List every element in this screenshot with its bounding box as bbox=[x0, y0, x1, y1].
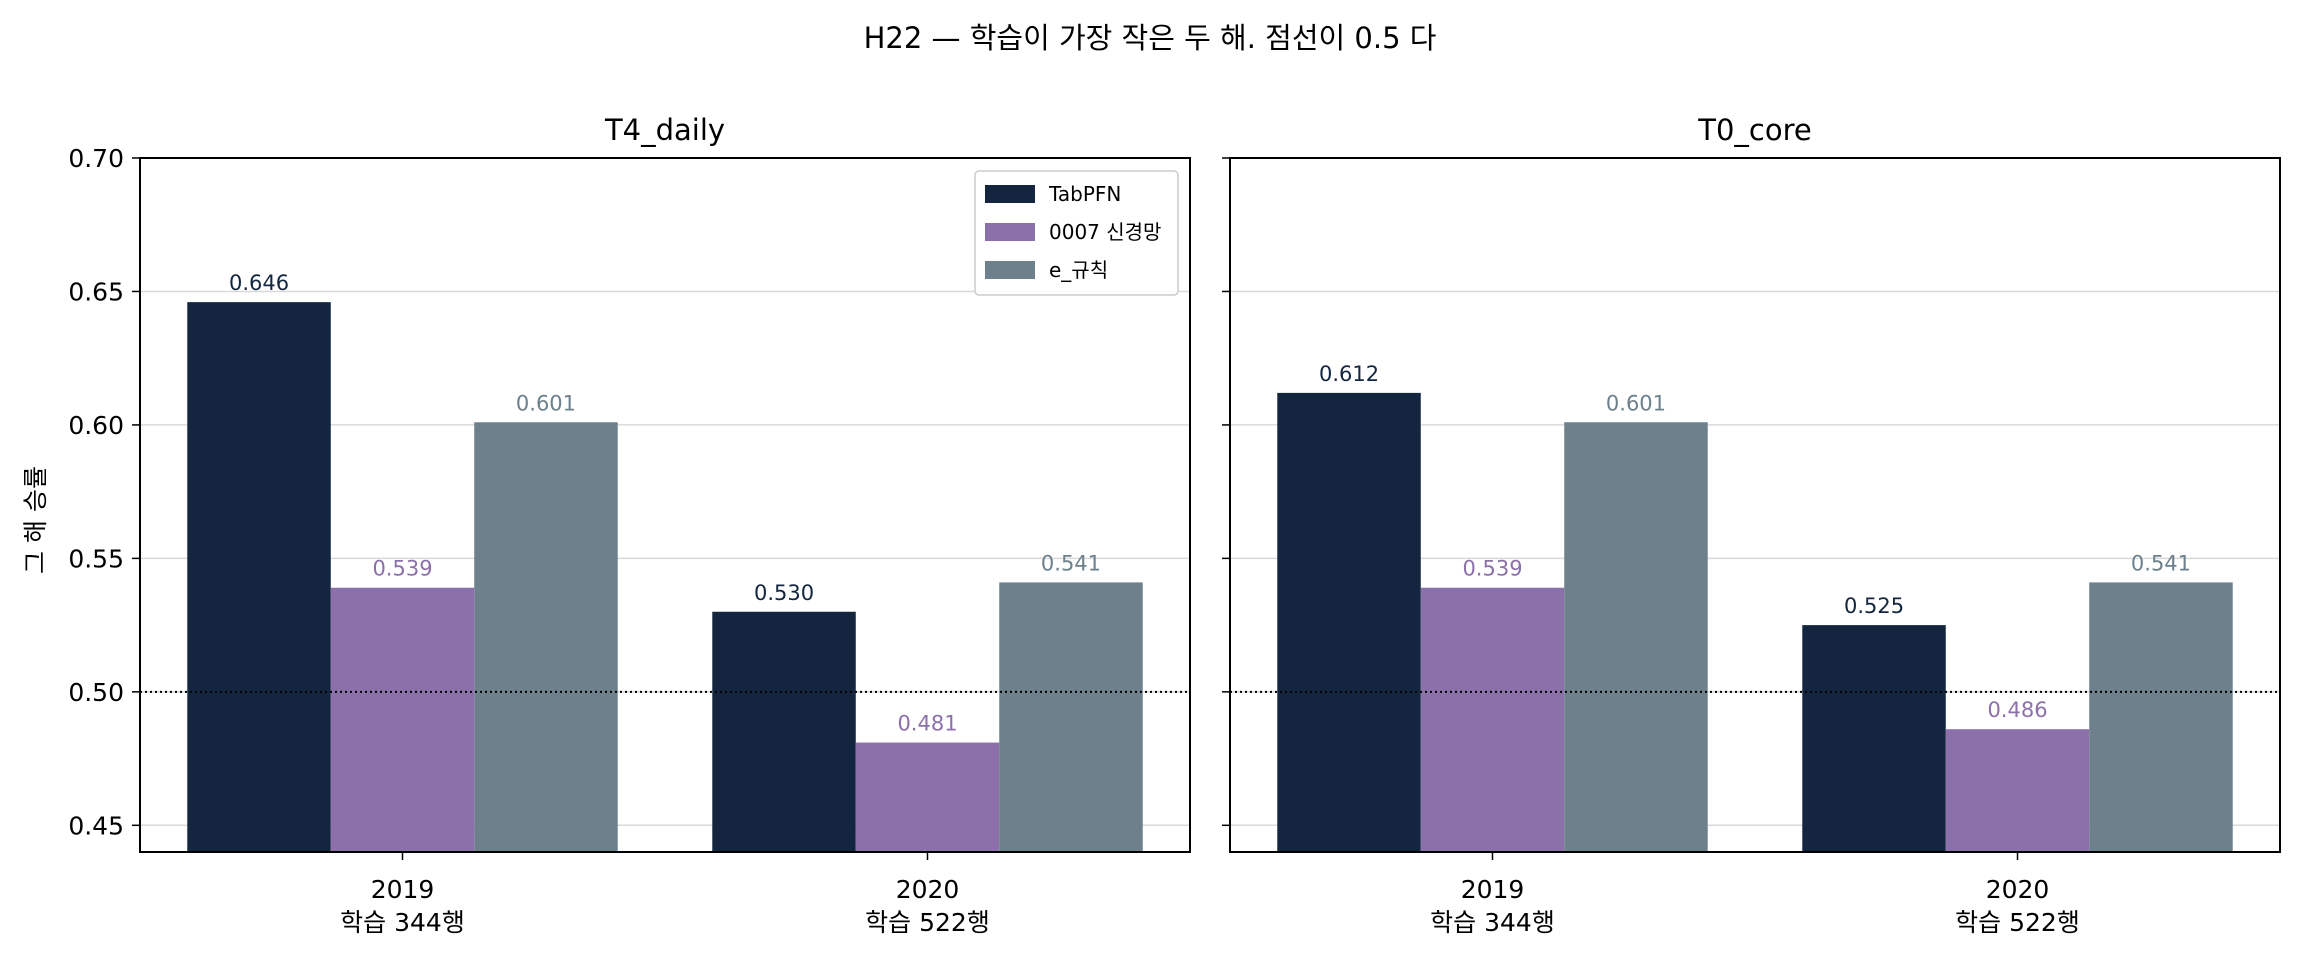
data-label: 0.486 bbox=[1987, 698, 2047, 722]
panel-title: T4_daily bbox=[604, 113, 725, 147]
data-label: 0.541 bbox=[2131, 551, 2191, 575]
panel-title: T0_core bbox=[1697, 113, 1811, 147]
data-label: 0.481 bbox=[897, 712, 957, 736]
x-tick-sublabel: 학습 522행 bbox=[865, 908, 990, 937]
legend-swatch bbox=[985, 261, 1035, 279]
bar bbox=[1945, 729, 2090, 852]
bar bbox=[1420, 587, 1565, 852]
bar bbox=[1564, 422, 1708, 852]
legend-swatch bbox=[985, 223, 1035, 241]
figure-title: H22 — 학습이 가장 작은 두 해. 점선이 0.5 다 bbox=[864, 21, 1437, 55]
y-tick-label: 0.60 bbox=[68, 411, 124, 440]
chart-panel-2: T0_core 0.612 0.539 0.601 2019 학습 344행 0.525 0.… bbox=[1222, 113, 2281, 937]
chart-panel-1: T4_daily 0.646 0.539 0.601 2019 학습 344행 0.530 0… bbox=[68, 113, 1191, 937]
data-label: 0.601 bbox=[1606, 391, 1666, 415]
x-tick-label: 2020 bbox=[896, 875, 960, 904]
bar bbox=[855, 742, 1000, 852]
legend-swatch bbox=[985, 185, 1035, 203]
y-tick-label: 0.70 bbox=[68, 144, 124, 173]
bar bbox=[474, 422, 618, 852]
y-tick-label: 0.45 bbox=[68, 811, 124, 840]
data-label: 0.541 bbox=[1041, 551, 1101, 575]
bar bbox=[1802, 625, 1946, 852]
bar bbox=[712, 611, 856, 852]
x-tick-label: 2020 bbox=[1986, 875, 2050, 904]
y-tick-label: 0.50 bbox=[68, 678, 124, 707]
data-label: 0.601 bbox=[516, 391, 576, 415]
x-tick-label: 2019 bbox=[371, 875, 435, 904]
x-tick-sublabel: 학습 522행 bbox=[1955, 908, 2080, 937]
bar bbox=[187, 302, 331, 853]
data-label: 0.525 bbox=[1844, 594, 1904, 618]
bar bbox=[330, 587, 475, 852]
data-label: 0.539 bbox=[1462, 557, 1522, 581]
plot-frame bbox=[139, 157, 1191, 853]
y-tick-label: 0.65 bbox=[68, 277, 124, 306]
legend-label: TabPFN bbox=[1048, 182, 1121, 206]
x-tick-label: 2019 bbox=[1461, 875, 1525, 904]
bar bbox=[999, 582, 1143, 852]
x-tick-sublabel: 학습 344행 bbox=[1430, 908, 1555, 937]
y-tick-label: 0.55 bbox=[68, 544, 124, 573]
x-tick-sublabel: 학습 344행 bbox=[340, 908, 465, 937]
legend: TabPFN 0007 신경망 e_규칙 bbox=[974, 170, 1179, 296]
legend-label: 0007 신경망 bbox=[1049, 220, 1161, 244]
bar bbox=[1277, 392, 1421, 852]
y-axis-label: 그 해 승률 bbox=[21, 466, 50, 574]
data-label: 0.612 bbox=[1319, 362, 1379, 386]
data-label: 0.646 bbox=[229, 271, 289, 295]
plot-frame bbox=[1229, 157, 2281, 853]
legend-label: e_규칙 bbox=[1049, 258, 1108, 282]
bar bbox=[2089, 582, 2233, 852]
data-label: 0.539 bbox=[372, 557, 432, 581]
data-label: 0.530 bbox=[754, 581, 814, 605]
